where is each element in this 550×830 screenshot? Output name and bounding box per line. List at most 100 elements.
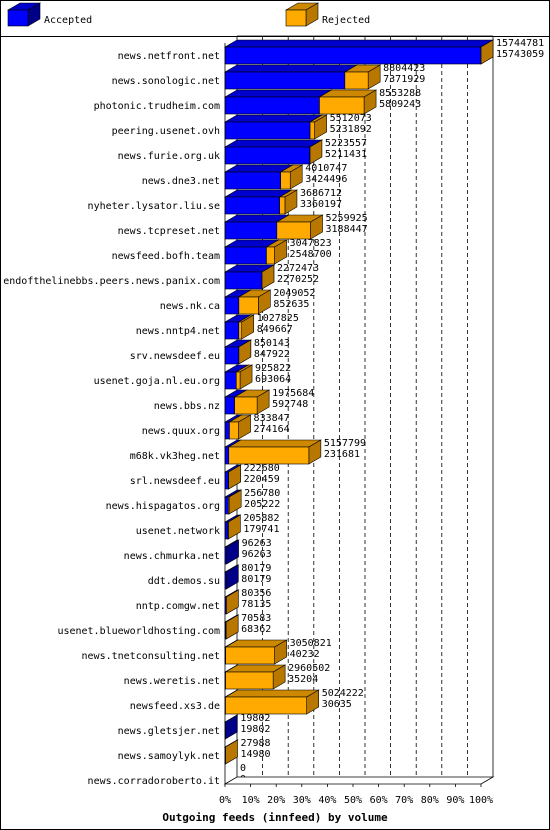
legend-swatch-accepted — [6, 2, 42, 27]
legend: Accepted Rejected — [6, 2, 370, 27]
bar-rejected — [237, 339, 252, 365]
bar-rejected — [224, 739, 239, 765]
category-label: news.furie.org.uk — [118, 151, 220, 162]
data-label-accepted: 2270252 — [277, 274, 319, 285]
bar-rejected — [224, 689, 320, 715]
data-label-accepted: 14980 — [240, 749, 270, 760]
data-label-accepted: 5211431 — [325, 149, 367, 160]
bar-rejected — [318, 89, 378, 115]
data-label-accepted: 274164 — [254, 424, 290, 435]
x-tick-label: 0% — [219, 795, 231, 806]
category-label: news.nk.ca — [160, 301, 220, 312]
category-labels: news.netfront.net news.sonologic.net photo… — [3, 51, 220, 787]
bar-accepted — [223, 39, 495, 65]
bar-rejected — [227, 439, 322, 465]
data-label-accepted: 40232 — [290, 649, 320, 660]
bar-rejected — [308, 114, 328, 140]
data-label-accepted: 205222 — [244, 499, 280, 510]
category-label: usenet.network — [136, 526, 220, 537]
category-label: endofthelinebbs.peers.news.panix.com — [3, 276, 220, 287]
category-label: ddt.demos.su — [148, 576, 220, 587]
x-tick-label: 10% — [242, 795, 260, 806]
data-label-accepted: 847922 — [254, 349, 290, 360]
category-label: news.hispagatos.org — [106, 501, 220, 512]
data-label-offered: 27988 — [240, 738, 270, 749]
category-label: nyheter.lysator.liu.se — [88, 201, 220, 212]
data-label-offered: 19802 — [240, 713, 270, 724]
data-label-offered: 3047823 — [290, 238, 332, 249]
category-label: news.bbs.nz — [154, 401, 220, 412]
legend-swatch-rejected — [284, 2, 320, 27]
x-axis: 0% 10% 20% 30% 40% 50% 60% 70% 80% 90% 100% — [219, 43, 495, 806]
chart-title: Outgoing feeds (innfeed) by volume — [162, 811, 388, 824]
bar-rejected — [227, 489, 243, 515]
data-label-accepted: 7371929 — [383, 74, 425, 85]
bar-accepted — [223, 114, 324, 140]
x-tick-label: 70% — [395, 795, 413, 806]
data-label-offered: 5024222 — [322, 688, 364, 699]
bar-rejected — [279, 164, 304, 190]
data-label-offered: 70583 — [241, 613, 271, 624]
data-label-offered: 1027825 — [257, 313, 299, 324]
bar-rejected — [233, 389, 271, 415]
bar-rejected — [226, 514, 242, 540]
axis-floor — [223, 776, 495, 785]
data-label-accepted: 849667 — [257, 324, 293, 335]
category-label: news.quux.org — [142, 426, 220, 437]
data-label-offered: 4010747 — [305, 163, 347, 174]
category-label: news.chmurka.net — [124, 551, 220, 562]
bar-accepted — [223, 539, 240, 565]
data-label-offered: 8553288 — [379, 88, 421, 99]
data-label-accepted: 2548700 — [290, 249, 332, 260]
bar-rejected — [224, 664, 287, 690]
data-label-offered: 3050821 — [290, 638, 332, 649]
category-label: newsfeed.bofh.team — [112, 251, 220, 262]
category-label: news.tcpreset.net — [118, 226, 220, 237]
data-label-offered: 2272473 — [277, 263, 319, 274]
data-label-accepted: 30635 — [322, 699, 352, 710]
data-label-offered: 205882 — [243, 513, 279, 524]
data-label-accepted: 179741 — [243, 524, 279, 535]
bar-accepted — [223, 564, 240, 590]
category-label: newsfeed.xs3.de — [130, 701, 220, 712]
data-label-offered: 925822 — [255, 363, 291, 374]
bar-rejected — [225, 589, 240, 615]
data-label-accepted: 220459 — [244, 474, 280, 485]
category-label: news.nntp4.net — [136, 326, 220, 337]
x-tick-label: 100% — [469, 795, 493, 806]
bar-rejected — [228, 414, 252, 440]
category-label: news.sonologic.net — [112, 76, 220, 87]
data-label-accepted: 693064 — [255, 374, 291, 385]
category-label: photonic.trudheim.com — [94, 101, 220, 112]
data-label-offered: 5512073 — [330, 113, 372, 124]
category-label: news.tnetconsulting.net — [82, 651, 220, 662]
data-label-offered: 222680 — [244, 463, 280, 474]
x-tick-label: 20% — [267, 795, 285, 806]
data-label-offered: 5223557 — [325, 138, 367, 149]
data-label-accepted: 3188447 — [326, 224, 368, 235]
legend-label-rejected: Rejected — [322, 15, 370, 26]
bar-rejected — [343, 64, 382, 90]
legend-label-accepted: Accepted — [44, 15, 92, 26]
data-label-accepted: 231681 — [324, 449, 360, 460]
data-label-accepted: 78135 — [241, 599, 271, 610]
category-label: news.gletsjer.net — [118, 726, 220, 737]
data-label-accepted: 5231892 — [330, 124, 372, 135]
category-label: srl.newsdeef.eu — [130, 476, 220, 487]
data-label-offered: 8804423 — [383, 63, 425, 74]
category-label: srv.newsdeef.eu — [130, 351, 220, 362]
data-label-accepted: 35204 — [288, 674, 318, 685]
bar-rejected — [235, 364, 254, 390]
data-label-accepted: 3424496 — [305, 174, 347, 185]
bar-rejected — [275, 214, 324, 240]
x-tick-label: 40% — [318, 795, 336, 806]
data-label-offered: 96263 — [242, 538, 272, 549]
category-label: news.dne3.net — [142, 176, 220, 187]
bar-rejected — [260, 264, 276, 290]
bar-rejected — [237, 289, 272, 315]
data-label-accepted: 19802 — [240, 724, 270, 735]
category-label: usenet.goja.nl.eu.org — [94, 376, 220, 387]
bars — [223, 39, 495, 765]
data-label-offered: 5259925 — [326, 213, 368, 224]
data-label-offered: 80179 — [241, 563, 271, 574]
